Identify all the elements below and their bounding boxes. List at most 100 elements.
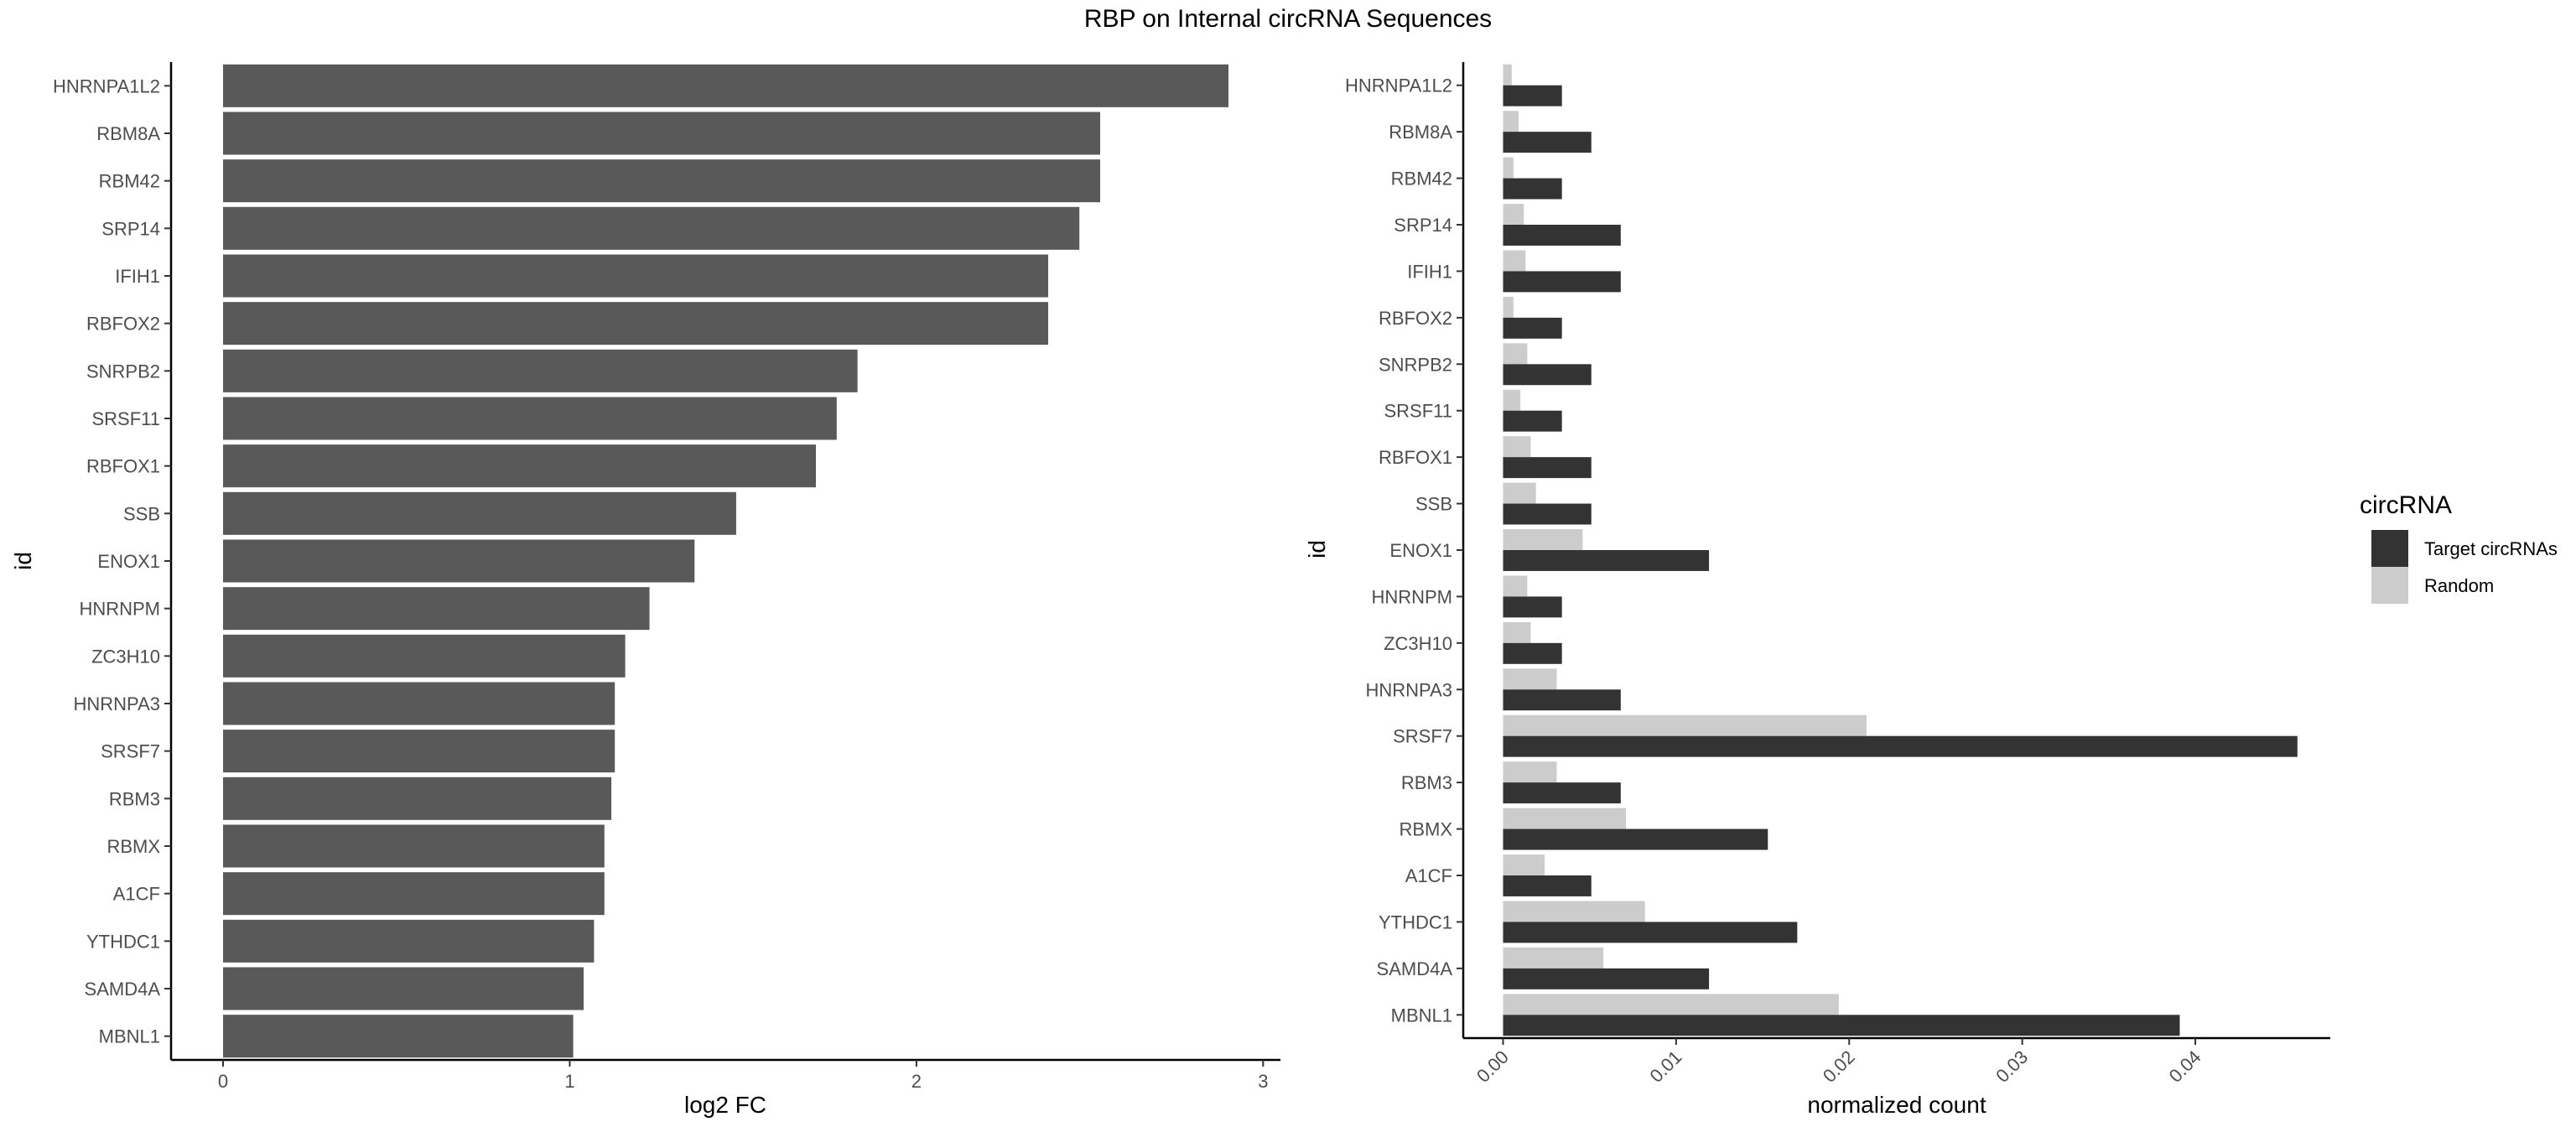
- bar-target-rbm8a: [1503, 132, 1592, 153]
- bar-target-zc3h10: [1503, 642, 1562, 664]
- bar-target-hnrnpa1l2: [1503, 85, 1562, 106]
- bar-random-ythdc1: [1503, 901, 1645, 922]
- y-tick-label: SRSF7: [1393, 726, 1452, 747]
- bar-target-srsf7: [1503, 735, 2298, 757]
- bar-random-srp14: [1503, 204, 1524, 225]
- bar-snrpb2: [223, 349, 858, 392]
- figure-title: RBP on Internal circRNA Sequences: [1084, 5, 1492, 33]
- y-tick-label: SRP14: [1394, 215, 1452, 236]
- y-tick-label: ENOX1: [97, 551, 160, 572]
- y-tick-label: ZC3H10: [91, 646, 160, 667]
- bar-srp14: [223, 206, 1080, 250]
- bar-random-snrpb2: [1503, 343, 1528, 365]
- x-tick-label: 0.03: [1992, 1046, 2032, 1087]
- bar-samd4a: [223, 967, 584, 1010]
- y-tick-label: RBM8A: [1389, 122, 1452, 143]
- bar-target-snrpb2: [1503, 364, 1592, 386]
- bar-srsf7: [223, 730, 615, 773]
- bar-srsf11: [223, 397, 837, 440]
- bar-rbmx: [223, 824, 605, 868]
- y-tick-label: SRSF7: [101, 741, 160, 762]
- y-tick-label: ENOX1: [1389, 540, 1452, 561]
- bar-a1cf: [223, 872, 605, 916]
- bar-random-hnrnpa1l2: [1503, 64, 1512, 86]
- bar-rbm8a: [223, 112, 1101, 155]
- y-tick-label: HNRNPA3: [1365, 679, 1452, 700]
- y-tick-label: RBM3: [109, 788, 160, 809]
- right-x-ticks: 0.00 0.01 0.02 0.03 0.04: [1472, 1038, 2205, 1087]
- log2fc-bar-chart: HNRNPA1L2 RBM8A RBM42 SRP14 IFIH1 RBFOX2 SNRPB…: [10, 62, 1280, 1118]
- x-tick-label: 0: [218, 1071, 228, 1092]
- y-tick-label: RBM8A: [96, 123, 160, 144]
- x-tick-label: 0.02: [1819, 1046, 1859, 1087]
- bar-random-a1cf: [1503, 854, 1545, 875]
- y-tick-label: RBM42: [99, 171, 160, 192]
- left-x-axis-title: log2 FC: [684, 1092, 766, 1118]
- left-y-axis-title: id: [10, 552, 36, 570]
- x-tick-label: 0.00: [1472, 1046, 1513, 1087]
- y-tick-label: RBMX: [106, 836, 160, 857]
- y-tick-label: RBFOX1: [86, 456, 160, 477]
- bar-random-hnrnpa3: [1503, 668, 1557, 690]
- y-tick-label: SSB: [123, 503, 160, 524]
- legend-label: Random: [2424, 575, 2494, 596]
- bar-zc3h10: [223, 634, 626, 678]
- bar-target-rbfox1: [1503, 457, 1592, 479]
- legend-swatch: [2371, 530, 2408, 567]
- right-y-ticks: HNRNPA1L2 RBM8A RBM42 SRP14 IFIH1 RBFOX2 SNRPB…: [1345, 75, 1463, 1026]
- y-tick-label: ZC3H10: [1384, 633, 1452, 654]
- x-tick-label: 1: [564, 1071, 574, 1092]
- legend-label: Target circRNAs: [2424, 538, 2558, 559]
- bar-target-a1cf: [1503, 875, 1592, 896]
- right-x-axis-title: normalized count: [1807, 1092, 1986, 1118]
- y-tick-label: IFIH1: [115, 266, 160, 287]
- y-tick-label: RBFOX2: [86, 314, 160, 335]
- y-tick-label: MBNL1: [1391, 1005, 1452, 1026]
- bar-random-enox1: [1503, 529, 1583, 550]
- bar-rbm3: [223, 776, 612, 820]
- y-tick-label: HNRNPA1L2: [53, 75, 160, 96]
- bar-target-enox1: [1503, 550, 1710, 571]
- bar-random-srsf11: [1503, 389, 1521, 411]
- left-x-ticks: 0 1 2 3: [218, 1060, 1268, 1092]
- right-bars: [1503, 64, 2298, 1036]
- bar-random-rbfox2: [1503, 296, 1514, 318]
- legend-title: circRNA: [2360, 491, 2452, 519]
- bar-rbfox2: [223, 302, 1048, 345]
- y-tick-label: A1CF: [113, 884, 160, 905]
- bar-ythdc1: [223, 919, 595, 963]
- bar-hnrnpm: [223, 587, 650, 631]
- y-tick-label: RBM42: [1391, 169, 1452, 190]
- left-y-ticks: HNRNPA1L2 RBM8A RBM42 SRP14 IFIH1 RBFOX2 SNRPB…: [53, 75, 171, 1047]
- bar-target-rbmx: [1503, 828, 1768, 850]
- bar-random-zc3h10: [1503, 621, 1531, 643]
- bar-mbnl1: [223, 1015, 574, 1058]
- legend-swatch: [2371, 567, 2408, 604]
- y-tick-label: RBFOX2: [1379, 308, 1452, 329]
- bar-target-srsf11: [1503, 410, 1562, 432]
- bar-target-samd4a: [1503, 968, 1710, 989]
- x-tick-label: 2: [911, 1071, 922, 1092]
- x-tick-label: 3: [1258, 1071, 1268, 1092]
- y-tick-label: A1CF: [1405, 865, 1452, 886]
- x-tick-label: 0.01: [1645, 1046, 1685, 1087]
- bar-random-samd4a: [1503, 947, 1604, 969]
- right-y-axis-title: id: [1304, 540, 1330, 558]
- bar-random-rbmx: [1503, 808, 1627, 829]
- bar-hnrnpa3: [223, 682, 615, 725]
- bar-random-rbm3: [1503, 761, 1557, 783]
- y-tick-label: IFIH1: [1407, 261, 1452, 282]
- bar-rbfox1: [223, 444, 816, 488]
- y-tick-label: SRSF11: [1384, 401, 1452, 422]
- y-tick-label: YTHDC1: [86, 931, 160, 952]
- y-tick-label: SNRPB2: [1379, 354, 1452, 375]
- y-tick-label: RBMX: [1399, 819, 1452, 840]
- legend-items: Target circRNAs Random: [2371, 530, 2558, 604]
- bar-target-rbm42: [1503, 178, 1562, 200]
- bar-target-hnrnpm: [1503, 596, 1562, 618]
- bar-ssb: [223, 491, 736, 535]
- bar-target-rbfox2: [1503, 317, 1562, 339]
- y-tick-label: HNRNPA1L2: [1345, 75, 1452, 96]
- y-tick-label: SRP14: [101, 218, 160, 239]
